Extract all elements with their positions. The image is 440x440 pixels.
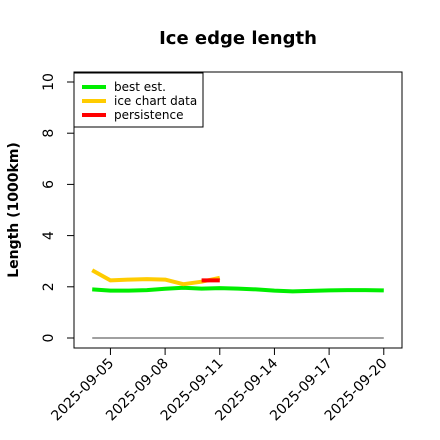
- legend-label: persistence: [114, 108, 183, 122]
- x-axis: 2025-09-052025-09-082025-09-112025-09-14…: [48, 348, 391, 424]
- series-layer: [91, 268, 384, 294]
- plot-area: [73, 71, 403, 349]
- series-line-best-est-: [92, 285, 384, 294]
- y-tick-label: 10: [41, 73, 57, 91]
- legend-label: best est.: [114, 80, 166, 94]
- y-tick-label: 4: [41, 231, 57, 240]
- y-axis: 0 2 4 6 8 10: [41, 73, 74, 342]
- legend-label: ice chart data: [114, 94, 197, 108]
- y-tick-label: 0: [41, 334, 57, 343]
- chart-title: Ice edge length: [159, 28, 317, 49]
- y-tick-label: 2: [41, 282, 57, 291]
- y-tick-label: 6: [41, 180, 57, 189]
- y-tick-label: 8: [41, 129, 57, 138]
- series-line-ice-chart-data: [91, 268, 221, 287]
- y-axis-label: Length (1000km): [6, 142, 22, 278]
